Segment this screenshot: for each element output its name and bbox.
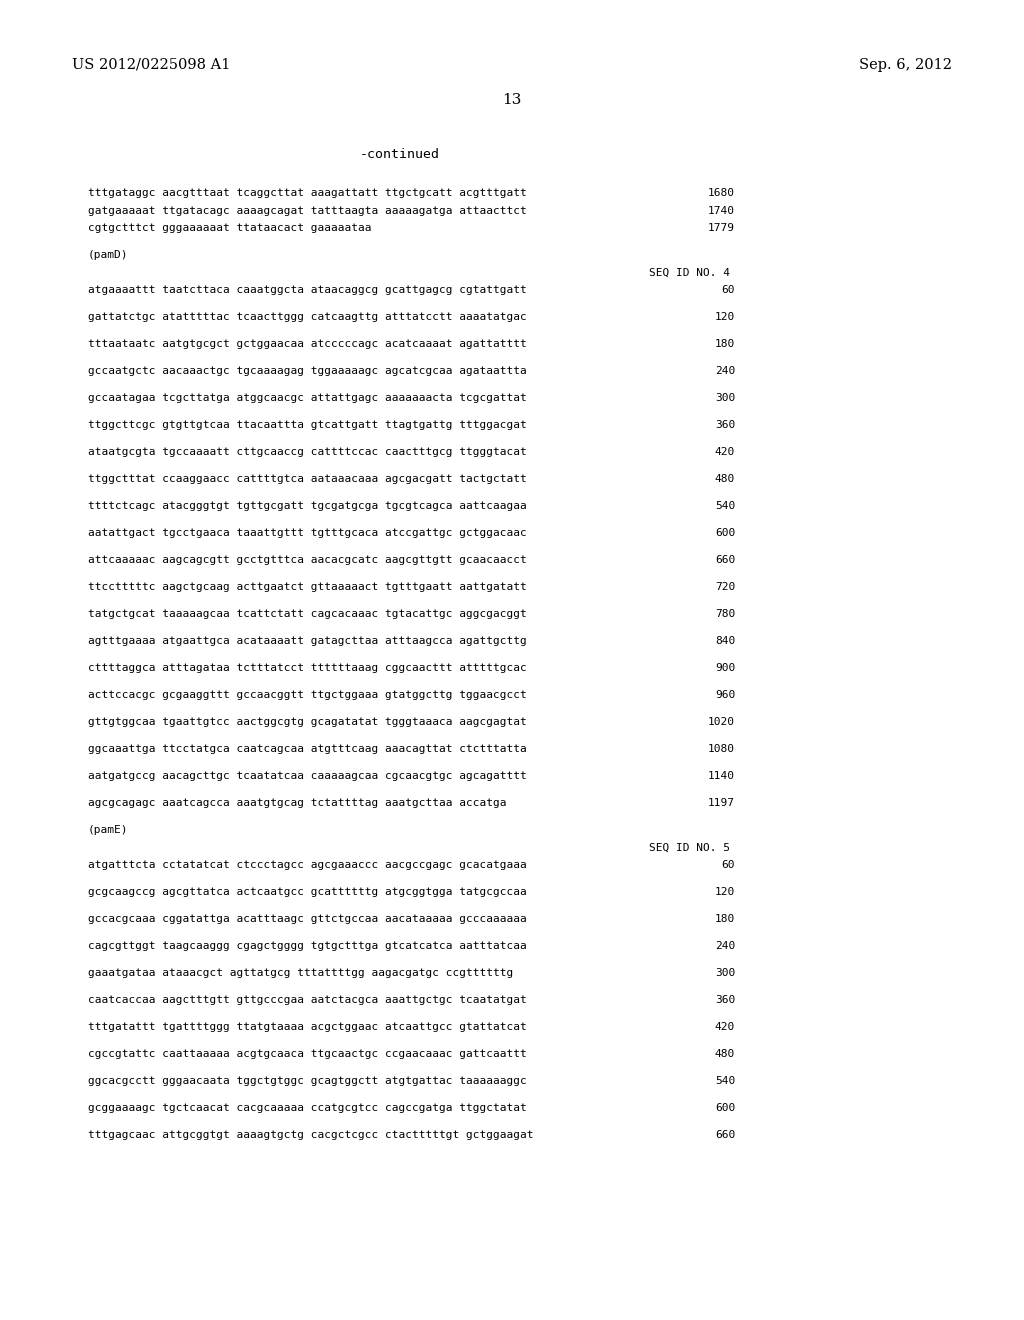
Text: agcgcagagc aaatcagcca aaatgtgcag tctattttag aaatgcttaa accatga: agcgcagagc aaatcagcca aaatgtgcag tctattt… <box>88 799 507 808</box>
Text: gatgaaaaat ttgatacagc aaaagcagat tatttaagta aaaaagatga attaacttct: gatgaaaaat ttgatacagc aaaagcagat tatttaa… <box>88 206 526 215</box>
Text: 600: 600 <box>715 1104 735 1113</box>
Text: 120: 120 <box>715 887 735 898</box>
Text: 480: 480 <box>715 1049 735 1059</box>
Text: acttccacgc gcgaaggttt gccaacggtt ttgctggaaa gtatggcttg tggaacgcct: acttccacgc gcgaaggttt gccaacggtt ttgctgg… <box>88 690 526 700</box>
Text: 540: 540 <box>715 1076 735 1086</box>
Text: gccacgcaaa cggatattga acatttaagc gttctgccaa aacataaaaa gcccaaaaaa: gccacgcaaa cggatattga acatttaagc gttctgc… <box>88 913 526 924</box>
Text: 420: 420 <box>715 1022 735 1032</box>
Text: 960: 960 <box>715 690 735 700</box>
Text: US 2012/0225098 A1: US 2012/0225098 A1 <box>72 58 230 73</box>
Text: 180: 180 <box>715 339 735 348</box>
Text: ggcacgcctt gggaacaata tggctgtggc gcagtggctt atgtgattac taaaaaaggc: ggcacgcctt gggaacaata tggctgtggc gcagtgg… <box>88 1076 526 1086</box>
Text: atgaaaattt taatcttaca caaatggcta ataacaggcg gcattgagcg cgtattgatt: atgaaaattt taatcttaca caaatggcta ataacag… <box>88 285 526 294</box>
Text: ttggcttcgc gtgttgtcaa ttacaattta gtcattgatt ttagtgattg tttggacgat: ttggcttcgc gtgttgtcaa ttacaattta gtcattg… <box>88 420 526 430</box>
Text: 60: 60 <box>722 285 735 294</box>
Text: cgccgtattc caattaaaaa acgtgcaaca ttgcaactgc ccgaacaaac gattcaattt: cgccgtattc caattaaaaa acgtgcaaca ttgcaac… <box>88 1049 526 1059</box>
Text: 1197: 1197 <box>708 799 735 808</box>
Text: tttgatattt tgattttggg ttatgtaaaa acgctggaac atcaattgcc gtattatcat: tttgatattt tgattttggg ttatgtaaaa acgctgg… <box>88 1022 526 1032</box>
Text: 600: 600 <box>715 528 735 539</box>
Text: 480: 480 <box>715 474 735 484</box>
Text: gattatctgc atatttttac tcaacttggg catcaagttg atttatcctt aaaatatgac: gattatctgc atatttttac tcaacttggg catcaag… <box>88 312 526 322</box>
Text: 1140: 1140 <box>708 771 735 781</box>
Text: agtttgaaaa atgaattgca acataaaatt gatagcttaa atttaagcca agattgcttg: agtttgaaaa atgaattgca acataaaatt gatagct… <box>88 636 526 645</box>
Text: 1080: 1080 <box>708 744 735 754</box>
Text: aatattgact tgcctgaaca taaattgttt tgtttgcaca atccgattgc gctggacaac: aatattgact tgcctgaaca taaattgttt tgtttgc… <box>88 528 526 539</box>
Text: -continued: -continued <box>360 149 440 161</box>
Text: 660: 660 <box>715 1130 735 1140</box>
Text: 240: 240 <box>715 366 735 376</box>
Text: 360: 360 <box>715 420 735 430</box>
Text: cagcgttggt taagcaaggg cgagctgggg tgtgctttga gtcatcatca aatttatcaa: cagcgttggt taagcaaggg cgagctgggg tgtgctt… <box>88 941 526 950</box>
Text: ggcaaattga ttcctatgca caatcagcaa atgtttcaag aaacagttat ctctttatta: ggcaaattga ttcctatgca caatcagcaa atgtttc… <box>88 744 526 754</box>
Text: SEQ ID NO. 5: SEQ ID NO. 5 <box>649 842 730 853</box>
Text: 1020: 1020 <box>708 717 735 727</box>
Text: 240: 240 <box>715 941 735 950</box>
Text: attcaaaaac aagcagcgtt gcctgtttca aacacgcatc aagcgttgtt gcaacaacct: attcaaaaac aagcagcgtt gcctgtttca aacacgc… <box>88 554 526 565</box>
Text: 13: 13 <box>503 92 521 107</box>
Text: tttaataatc aatgtgcgct gctggaacaa atcccccagc acatcaaaat agattatttt: tttaataatc aatgtgcgct gctggaacaa atccccc… <box>88 339 526 348</box>
Text: ttcctttttc aagctgcaag acttgaatct gttaaaaact tgtttgaatt aattgatatt: ttcctttttc aagctgcaag acttgaatct gttaaaa… <box>88 582 526 591</box>
Text: 900: 900 <box>715 663 735 673</box>
Text: 780: 780 <box>715 609 735 619</box>
Text: 840: 840 <box>715 636 735 645</box>
Text: gaaatgataa ataaacgct agttatgcg tttattttgg aagacgatgc ccgttttttg: gaaatgataa ataaacgct agttatgcg tttattttg… <box>88 968 513 978</box>
Text: gttgtggcaa tgaattgtcc aactggcgtg gcagatatat tgggtaaaca aagcgagtat: gttgtggcaa tgaattgtcc aactggcgtg gcagata… <box>88 717 526 727</box>
Text: cgtgctttct gggaaaaaat ttataacact gaaaaataa: cgtgctttct gggaaaaaat ttataacact gaaaaat… <box>88 223 372 234</box>
Text: Sep. 6, 2012: Sep. 6, 2012 <box>859 58 952 73</box>
Text: 420: 420 <box>715 447 735 457</box>
Text: caatcaccaa aagctttgtt gttgcccgaa aatctacgca aaattgctgc tcaatatgat: caatcaccaa aagctttgtt gttgcccgaa aatctac… <box>88 995 526 1005</box>
Text: tttgagcaac attgcggtgt aaaagtgctg cacgctcgcc ctactttttgt gctggaagat: tttgagcaac attgcggtgt aaaagtgctg cacgctc… <box>88 1130 534 1140</box>
Text: tttgataggc aacgtttaat tcaggcttat aaagattatt ttgctgcatt acgtttgatt: tttgataggc aacgtttaat tcaggcttat aaagatt… <box>88 187 526 198</box>
Text: 660: 660 <box>715 554 735 565</box>
Text: 120: 120 <box>715 312 735 322</box>
Text: ttggctttat ccaaggaacc cattttgtca aataaacaaa agcgacgatt tactgctatt: ttggctttat ccaaggaacc cattttgtca aataaac… <box>88 474 526 484</box>
Text: (pamD): (pamD) <box>88 249 128 260</box>
Text: cttttaggca atttagataa tctttatcct ttttttaaag cggcaacttt atttttgcac: cttttaggca atttagataa tctttatcct tttttta… <box>88 663 526 673</box>
Text: (pamE): (pamE) <box>88 825 128 836</box>
Text: 540: 540 <box>715 502 735 511</box>
Text: gcggaaaagc tgctcaacat cacgcaaaaa ccatgcgtcc cagccgatga ttggctatat: gcggaaaagc tgctcaacat cacgcaaaaa ccatgcg… <box>88 1104 526 1113</box>
Text: 300: 300 <box>715 968 735 978</box>
Text: gccaatagaa tcgcttatga atggcaacgc attattgagc aaaaaaacta tcgcgattat: gccaatagaa tcgcttatga atggcaacgc attattg… <box>88 393 526 403</box>
Text: tatgctgcat taaaaagcaa tcattctatt cagcacaaac tgtacattgc aggcgacggt: tatgctgcat taaaaagcaa tcattctatt cagcaca… <box>88 609 526 619</box>
Text: 720: 720 <box>715 582 735 591</box>
Text: SEQ ID NO. 4: SEQ ID NO. 4 <box>649 268 730 277</box>
Text: gcgcaagccg agcgttatca actcaatgcc gcattttttg atgcggtgga tatgcgccaa: gcgcaagccg agcgttatca actcaatgcc gcatttt… <box>88 887 526 898</box>
Text: gccaatgctc aacaaactgc tgcaaaagag tggaaaaagc agcatcgcaa agataattta: gccaatgctc aacaaactgc tgcaaaagag tggaaaa… <box>88 366 526 376</box>
Text: aatgatgccg aacagcttgc tcaatatcaa caaaaagcaa cgcaacgtgc agcagatttt: aatgatgccg aacagcttgc tcaatatcaa caaaaag… <box>88 771 526 781</box>
Text: 300: 300 <box>715 393 735 403</box>
Text: ataatgcgta tgccaaaatt cttgcaaccg cattttccac caactttgcg ttgggtacat: ataatgcgta tgccaaaatt cttgcaaccg cattttc… <box>88 447 526 457</box>
Text: atgatttcta cctatatcat ctccctagcc agcgaaaccc aacgccgagc gcacatgaaa: atgatttcta cctatatcat ctccctagcc agcgaaa… <box>88 861 526 870</box>
Text: 1740: 1740 <box>708 206 735 215</box>
Text: 60: 60 <box>722 861 735 870</box>
Text: 1680: 1680 <box>708 187 735 198</box>
Text: 1779: 1779 <box>708 223 735 234</box>
Text: ttttctcagc atacgggtgt tgttgcgatt tgcgatgcga tgcgtcagca aattcaagaa: ttttctcagc atacgggtgt tgttgcgatt tgcgatg… <box>88 502 526 511</box>
Text: 180: 180 <box>715 913 735 924</box>
Text: 360: 360 <box>715 995 735 1005</box>
